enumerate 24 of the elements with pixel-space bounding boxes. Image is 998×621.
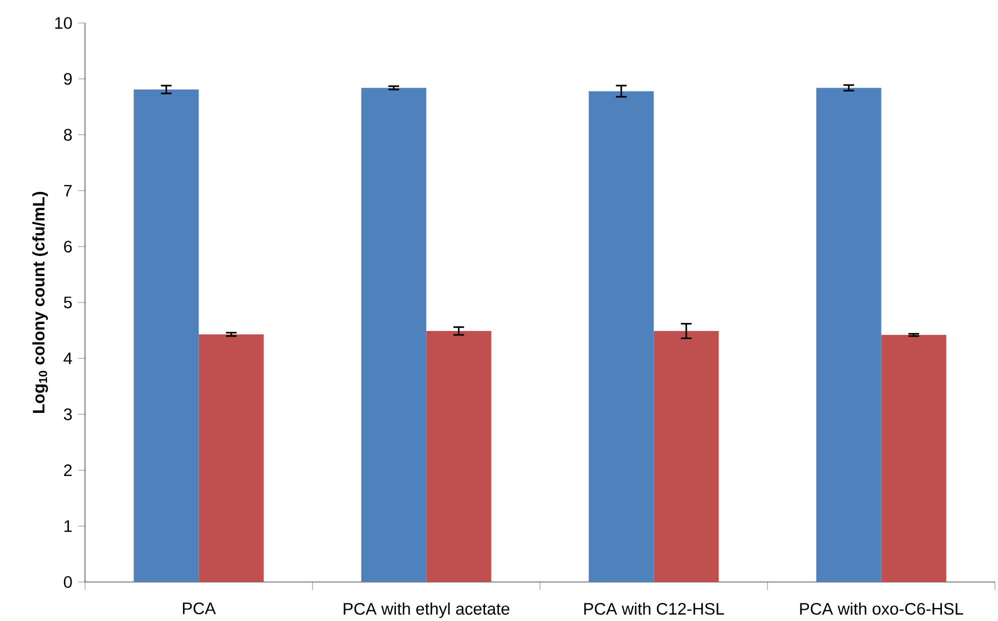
y-tick-label: 8 xyxy=(64,128,72,141)
bar xyxy=(816,88,882,582)
bar xyxy=(654,331,719,582)
y-tick-label: 2 xyxy=(64,464,72,476)
y-tick-label: 4 xyxy=(64,352,72,364)
x-tick-label: PCA with ethyl acetate xyxy=(344,602,510,618)
y-tick-label: 5 xyxy=(64,296,72,308)
bar xyxy=(426,331,492,582)
y-tick-label: 6 xyxy=(64,240,72,252)
y-tick-label: 3 xyxy=(64,408,72,420)
bar xyxy=(588,91,654,582)
bar xyxy=(881,334,946,582)
x-tick-label: PCA xyxy=(182,602,216,614)
bar xyxy=(198,334,264,582)
y-tick-label: 7 xyxy=(64,184,72,196)
y-tick-label: 1 xyxy=(64,520,72,532)
x-tick-label: PCA with C12-HSL xyxy=(584,602,724,615)
x-tick-label: PCA with oxo-C6-HSL xyxy=(800,602,964,615)
y-axis-title: Log$_{10}$ colony count (cfu/mL) xyxy=(32,192,48,413)
y-tick-label: 10 xyxy=(55,17,72,29)
bar xyxy=(361,88,426,582)
bar xyxy=(134,90,199,582)
y-tick-label: 0 xyxy=(64,576,72,588)
y-tick-label: 9 xyxy=(64,73,72,85)
